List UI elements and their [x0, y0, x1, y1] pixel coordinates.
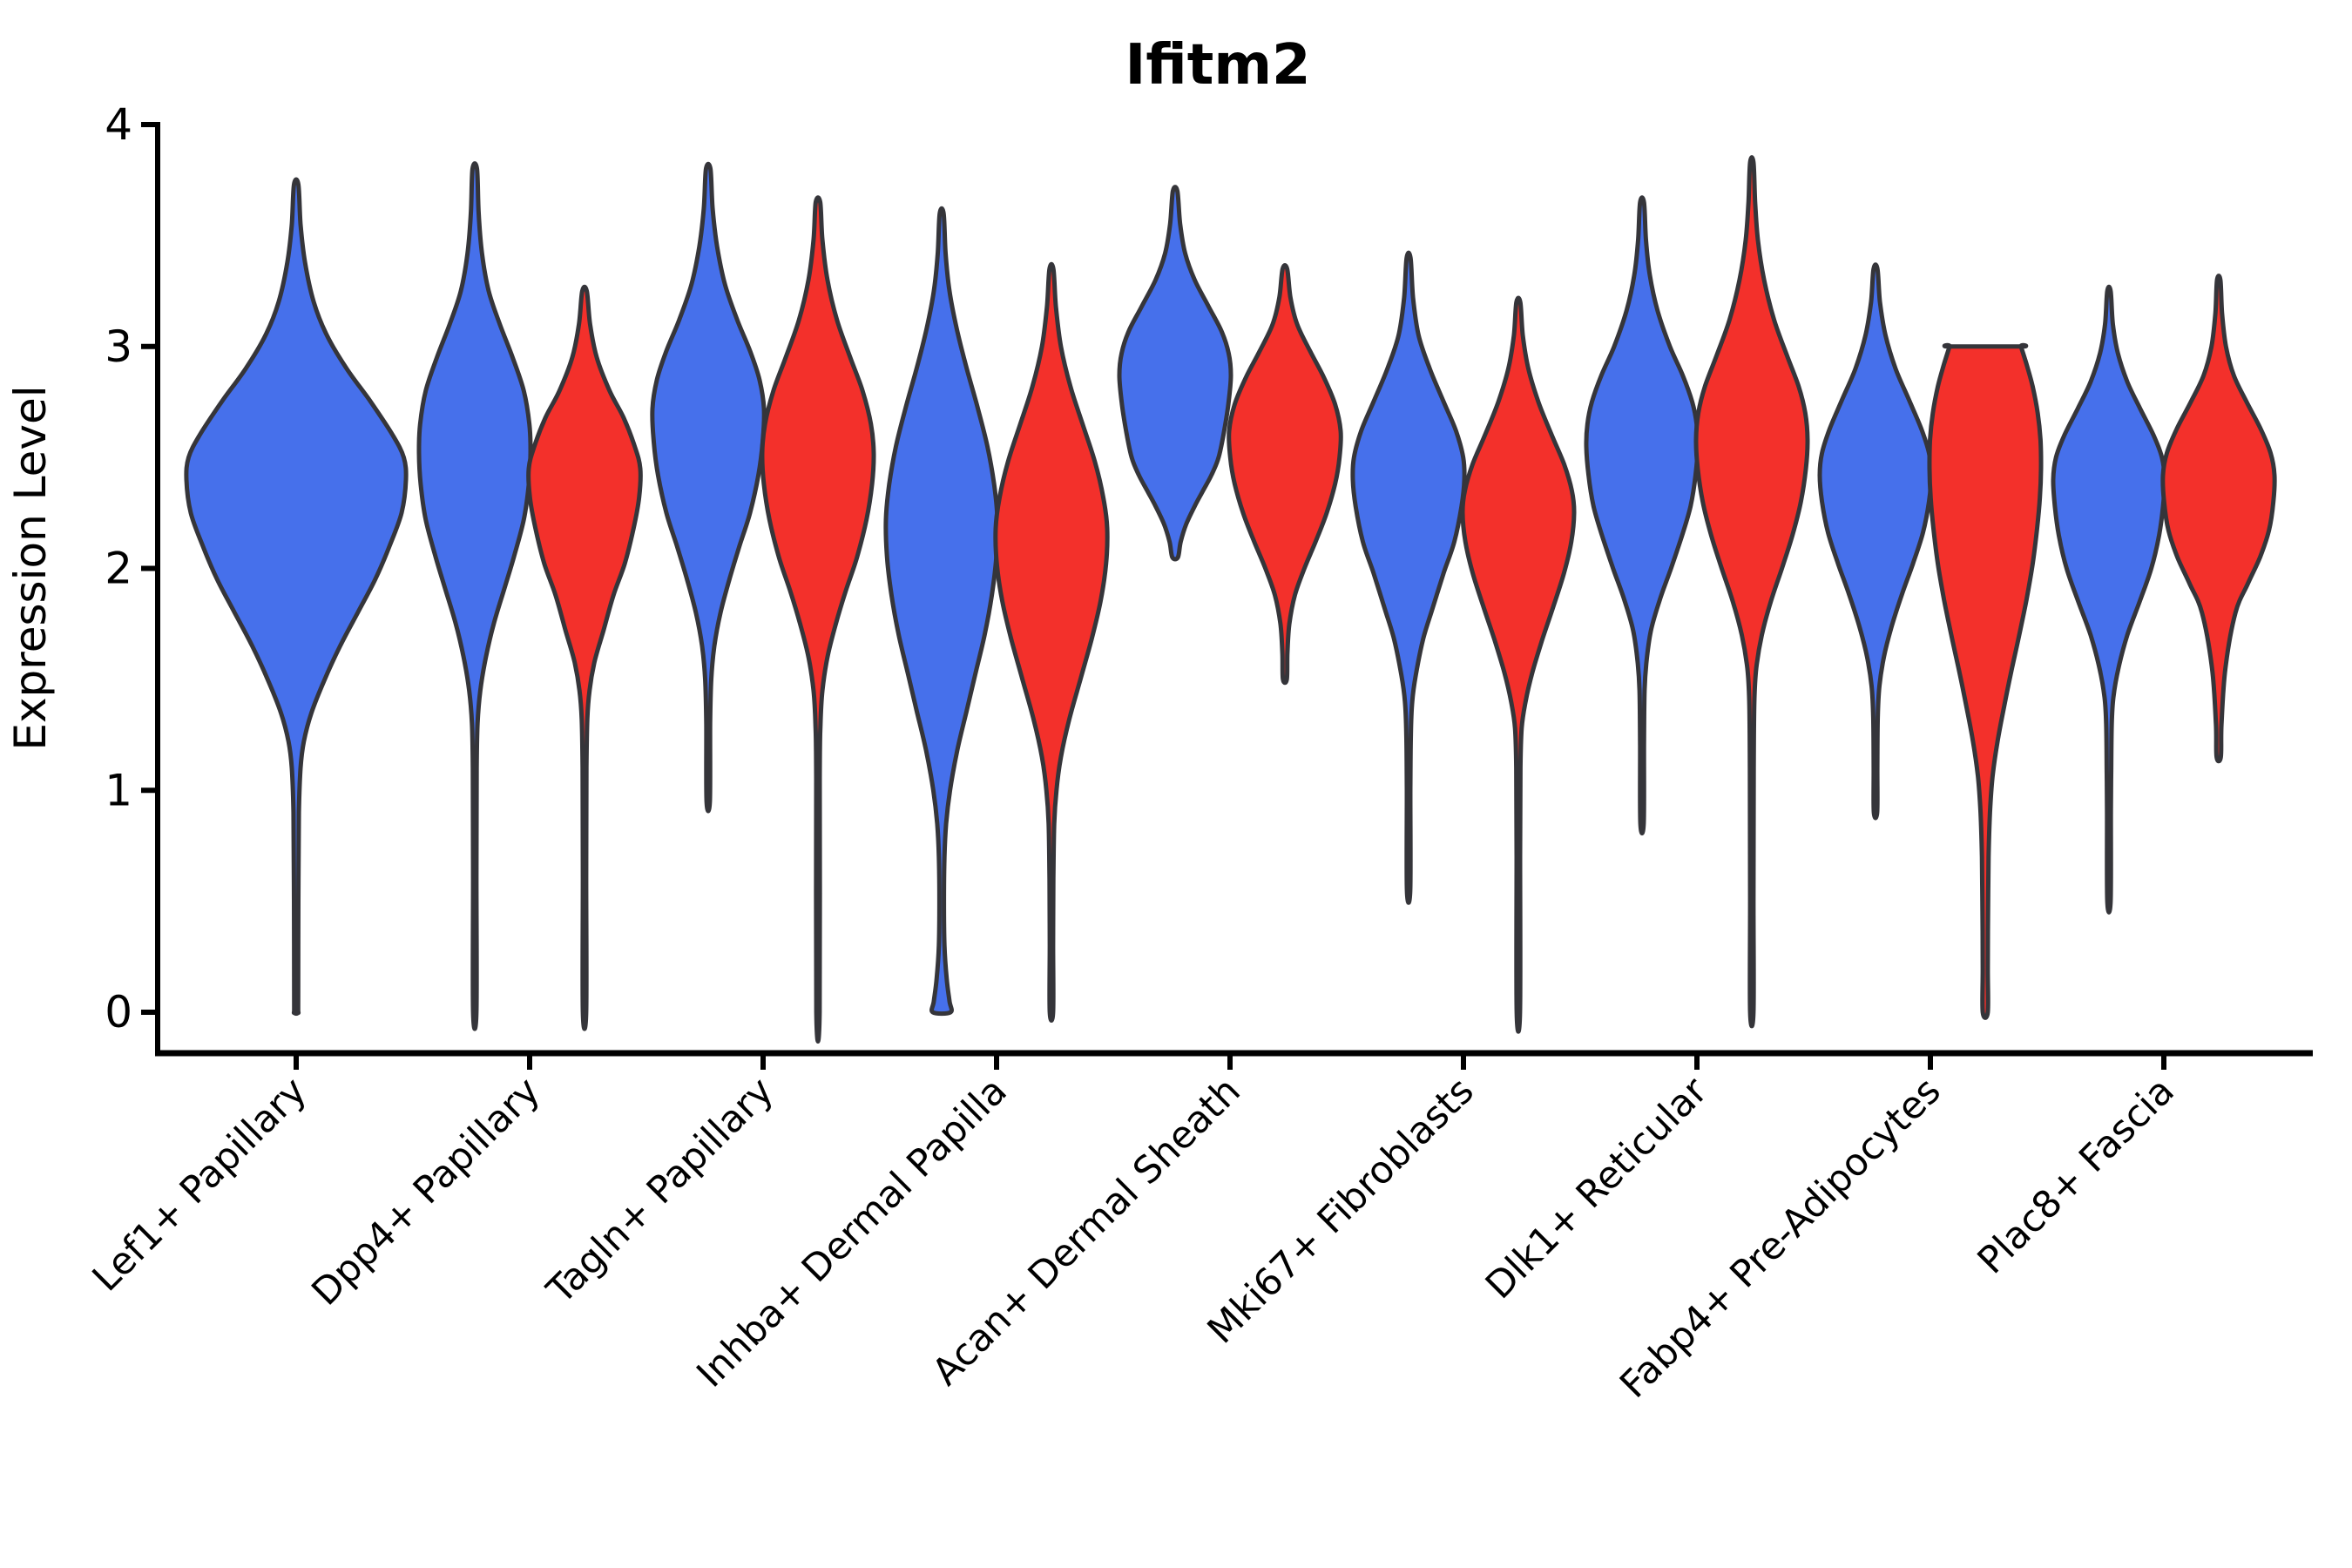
violin-blue-plac8-fascia [2051, 284, 2167, 915]
y-tick-label: 3 [105, 321, 132, 372]
y-tick-label: 4 [105, 99, 132, 150]
chart-title: Ifitm2 [1125, 33, 1310, 98]
violin-red-dlk1-reticular [1693, 155, 1810, 1029]
violin-blue-inhba-dermal-papilla [883, 206, 1000, 1017]
violin-blue-tagln-papillary [650, 161, 767, 814]
x-tick-label: Dlk1+ Reticular [1477, 1069, 1716, 1308]
y-axis-label: Expression Level [5, 385, 56, 750]
violin-blue-dpp4-papillary [416, 161, 533, 1031]
axes [141, 122, 2313, 1070]
x-tick-label: Mki67+ Fibroblasts [1200, 1069, 1483, 1352]
x-tick-label: Tagln+ Papillary [538, 1069, 782, 1313]
violin-red-inhba-dermal-papilla [993, 261, 1110, 1024]
violin-red-tagln-papillary [760, 195, 876, 1044]
violin-red-mki67-fibroblasts [1460, 295, 1577, 1034]
y-tick-label: 1 [105, 765, 132, 815]
violin-blue-dlk1-reticular [1584, 195, 1700, 836]
violin-red-plac8-fascia [2160, 274, 2277, 764]
y-axis-tick-labels: 0 1 2 3 4 [105, 99, 132, 1037]
x-tick-label: Lef1+ Papillary [84, 1069, 315, 1300]
violin-blue-mki67-fibroblasts [1350, 250, 1467, 905]
violin-blue-acan-dermal-sheath [1117, 185, 1233, 562]
x-tick-label: Plac8+ Fascia [1970, 1069, 2183, 1282]
y-tick-label: 2 [105, 544, 132, 594]
x-tick-label: Dpp4+ Papillary [304, 1069, 549, 1314]
violins [184, 155, 2277, 1044]
violin-red-acan-dermal-sheath [1227, 262, 1343, 686]
violin-red-dpp4-papillary [526, 284, 643, 1031]
violin-blue-fabp4-pre-adipocytes [1817, 262, 1934, 821]
violin-blue-lef1-papillary [184, 177, 409, 1017]
violin-red-fabp4-pre-adipocytes [1927, 342, 2044, 1020]
y-tick-label: 0 [105, 987, 132, 1037]
